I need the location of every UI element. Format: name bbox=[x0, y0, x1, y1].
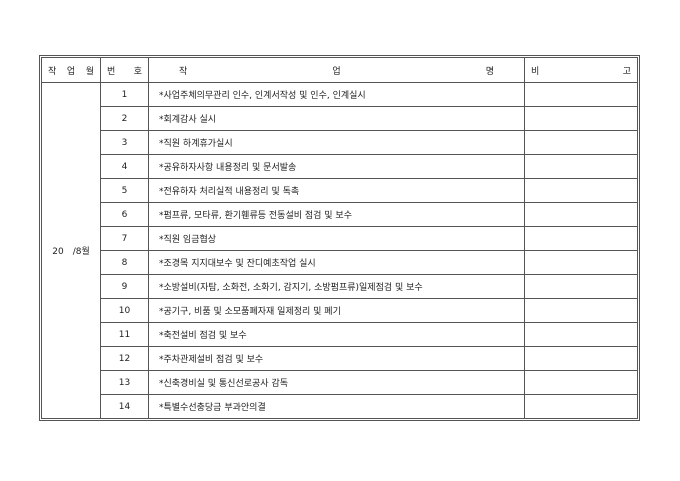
remark-cell bbox=[524, 370, 638, 395]
header-char: 작 bbox=[179, 66, 188, 77]
task-cell: *공기구, 비품 및 소모품폐자재 일제정리 및 폐기 bbox=[148, 298, 525, 323]
task-cell: *직원 임금협상 bbox=[148, 226, 525, 251]
header-char: 업 bbox=[332, 66, 341, 77]
task-cell: *직원 하계휴가실시 bbox=[148, 130, 525, 155]
remark-cell bbox=[524, 346, 638, 371]
table-row: 3 *직원 하계휴가실시 bbox=[42, 130, 638, 155]
task-cell: *펌프류, 모타류, 환기휀류등 전동설비 점검 및 보수 bbox=[148, 202, 525, 227]
remark-cell bbox=[524, 106, 638, 131]
number-cell: 6 bbox=[100, 202, 149, 227]
task-cell: *공유하자사항 내용정리 및 문서발송 bbox=[148, 154, 525, 179]
table-row: 11 *축전설비 점검 및 보수 bbox=[42, 322, 638, 347]
table-row: 13 *신축경비실 및 통신선로공사 감독 bbox=[42, 370, 638, 395]
number-cell: 13 bbox=[100, 370, 149, 395]
table-row: 9 *소방설비(자탐, 소화전, 소화기, 감지기, 소방펌프류)일제점검 및 보… bbox=[42, 274, 638, 299]
number-cell: 2 bbox=[100, 106, 149, 131]
remark-cell bbox=[524, 394, 638, 419]
table-row: 20 /8월 1 *사업주체의무관리 인수, 인계서작성 및 인수, 인계실시 bbox=[41, 82, 638, 419]
remark-cell bbox=[524, 226, 638, 251]
number-cell: 4 bbox=[100, 154, 149, 179]
number-cell: 12 bbox=[100, 346, 149, 371]
header-char: 작 bbox=[48, 66, 57, 77]
header-char: 고 bbox=[622, 66, 631, 77]
table-row: 12 *주차관제설비 점검 및 보수 bbox=[42, 346, 638, 371]
number-cell: 3 bbox=[100, 130, 149, 155]
remark-cell bbox=[524, 274, 638, 299]
number-cell: 5 bbox=[100, 178, 149, 203]
table-row: 8 *조경목 지지대보수 및 잔디예초작업 실시 bbox=[42, 250, 638, 275]
task-cell: *사업주체의무관리 인수, 인계서작성 및 인수, 인계실시 bbox=[148, 82, 525, 107]
header-char: 호 bbox=[133, 66, 142, 77]
header-char: 업 bbox=[66, 66, 76, 77]
remark-cell bbox=[524, 322, 638, 347]
number-cell: 11 bbox=[100, 322, 149, 347]
number-cell: 10 bbox=[100, 298, 149, 323]
remark-cell bbox=[524, 178, 638, 203]
table-row: 5 *전유하자 처리실적 내용정리 및 독촉 bbox=[42, 178, 638, 203]
number-cell: 9 bbox=[100, 274, 149, 299]
table-row: 4 *공유하자사항 내용정리 및 문서발송 bbox=[42, 154, 638, 179]
table-row: 10 *공기구, 비품 및 소모품폐자재 일제정리 및 폐기 bbox=[42, 298, 638, 323]
number-cell: 1 bbox=[100, 82, 149, 107]
task-cell: *주차관제설비 점검 및 보수 bbox=[148, 346, 525, 371]
task-cell: *특별수선충당금 부과안의결 bbox=[148, 394, 525, 419]
task-cell: *신축경비실 및 통신선로공사 감독 bbox=[148, 370, 525, 395]
remark-cell bbox=[524, 250, 638, 275]
remark-cell bbox=[524, 202, 638, 227]
task-cell: *조경목 지지대보수 및 잔디예초작업 실시 bbox=[148, 250, 525, 275]
header-char: 번 bbox=[107, 66, 116, 77]
table-row: 6 *펌프류, 모타류, 환기휀류등 전동설비 점검 및 보수 bbox=[42, 202, 638, 227]
table-row: 14 *특별수선충당금 부과안의결 bbox=[42, 394, 638, 419]
number-cell: 8 bbox=[100, 250, 149, 275]
table-row: 7 *직원 임금협상 bbox=[42, 226, 638, 251]
number-cell: 14 bbox=[100, 394, 149, 419]
task-cell: *회계감사 실시 bbox=[148, 106, 525, 131]
task-cell: *축전설비 점검 및 보수 bbox=[148, 322, 525, 347]
header-char: 비 bbox=[531, 66, 540, 77]
remark-cell bbox=[524, 154, 638, 179]
remark-cell bbox=[524, 130, 638, 155]
number-cell: 7 bbox=[100, 226, 149, 251]
header-char: 명 bbox=[485, 66, 494, 77]
header-char: 월 bbox=[85, 66, 94, 77]
remark-cell bbox=[524, 298, 638, 323]
task-cell: *소방설비(자탐, 소화전, 소화기, 감지기, 소방펌프류)일제점검 및 보수 bbox=[148, 274, 525, 299]
month-cell: 20 /8월 bbox=[41, 82, 101, 419]
task-cell: *전유하자 처리실적 내용정리 및 독촉 bbox=[148, 178, 525, 203]
table-row: 2 *회계감사 실시 bbox=[42, 106, 638, 131]
remark-cell bbox=[524, 82, 638, 107]
